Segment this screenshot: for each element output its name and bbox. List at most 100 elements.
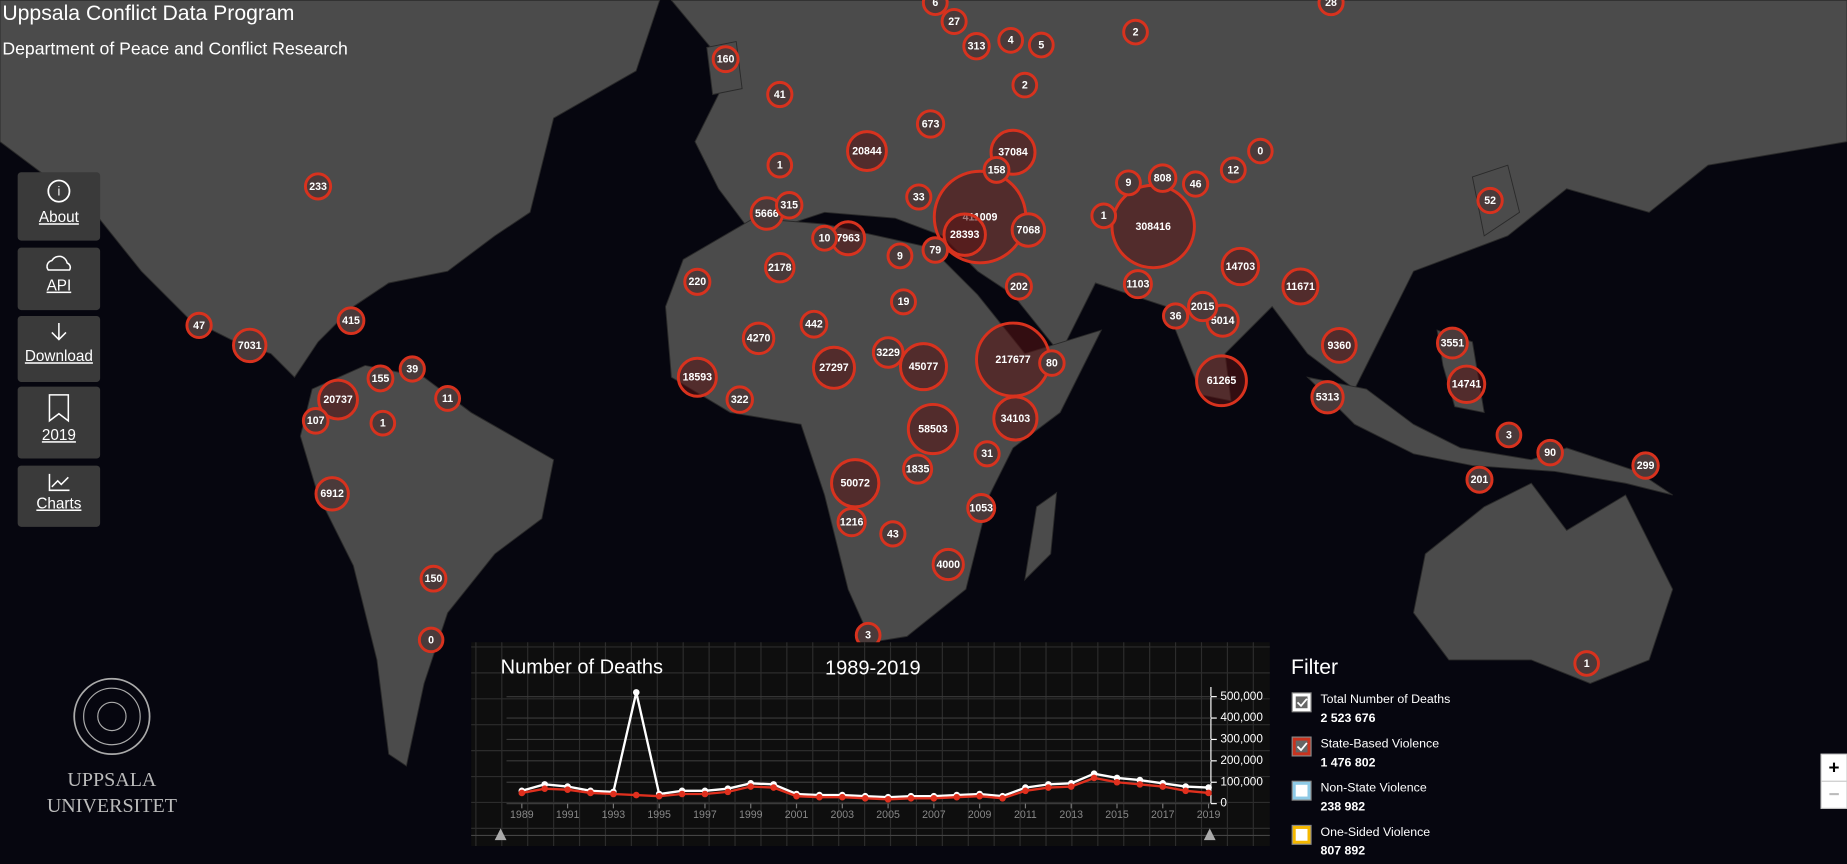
filter-label[interactable]: Total Number of Deaths (1320, 692, 1450, 706)
nav-label[interactable]: API (47, 278, 72, 295)
conflict-bubble[interactable] (879, 520, 907, 548)
conflict-bubble[interactable] (711, 45, 740, 74)
conflict-bubble[interactable] (962, 32, 991, 61)
conflict-bubble[interactable] (1281, 267, 1320, 306)
bubble-label: 220 (688, 276, 706, 288)
conflict-bubble[interactable] (1219, 156, 1247, 184)
conflict-bubble[interactable] (1147, 163, 1178, 193)
conflict-bubble[interactable] (931, 547, 965, 582)
conflict-bubble[interactable] (317, 378, 359, 421)
conflict-bubble[interactable] (434, 385, 462, 412)
conflict-bubble[interactable] (301, 407, 330, 435)
conflict-bubble[interactable] (997, 26, 1025, 54)
api-button[interactable]: API (17, 247, 101, 311)
conflict-bubble[interactable] (921, 236, 950, 264)
nav-label[interactable]: About (39, 209, 80, 226)
conflict-bubble[interactable] (1181, 170, 1210, 198)
filter-label[interactable]: State-Based Violence (1320, 736, 1439, 750)
conflict-bubble[interactable] (811, 224, 838, 252)
conflict-bubble[interactable] (1090, 202, 1118, 230)
conflict-bubble[interactable] (1122, 18, 1149, 46)
conflict-bubble[interactable] (369, 409, 397, 437)
conflict-bubble[interactable] (1536, 438, 1564, 467)
conflict-bubble[interactable] (973, 440, 1001, 468)
conflict-bubble[interactable] (799, 309, 829, 339)
conflict-bubble[interactable] (766, 80, 794, 109)
filter-label[interactable]: One-Sided Violence (1320, 825, 1430, 839)
conflict-bubble[interactable] (676, 356, 718, 398)
conflict-bubble[interactable] (905, 183, 933, 211)
conflict-bubble[interactable] (902, 453, 934, 485)
conflict-bubble[interactable] (766, 151, 794, 179)
conflict-bubble[interactable] (921, 0, 949, 17)
conflict-bubble[interactable] (398, 355, 426, 383)
conflict-bubble[interactable] (811, 345, 856, 390)
conflict-bubble[interactable] (915, 109, 946, 139)
conflict-bubble[interactable] (683, 267, 712, 296)
filter-label[interactable]: Non-State Violence (1320, 781, 1426, 795)
conflict-bubble[interactable] (1115, 169, 1142, 197)
conflict-bubble[interactable] (1010, 212, 1047, 248)
conflict-bubble[interactable] (366, 364, 395, 393)
range-handle[interactable] (1203, 828, 1216, 841)
conflict-bubble[interactable] (830, 458, 881, 509)
conflict-bubble[interactable] (1310, 380, 1345, 415)
range-handle[interactable] (494, 828, 507, 841)
conflict-bubble[interactable] (417, 626, 445, 654)
conflict-bubble[interactable] (1038, 349, 1066, 377)
conflict-bubble[interactable] (1495, 421, 1523, 449)
conflict-bubble[interactable] (889, 288, 917, 316)
conflict-bubble[interactable] (1320, 327, 1358, 364)
nav-label[interactable]: Download (25, 348, 93, 365)
conflict-bubble[interactable] (966, 493, 997, 523)
x-tick-label: 2017 (1151, 809, 1175, 821)
conflict-bubble[interactable] (1317, 0, 1345, 17)
conflict-bubble[interactable] (303, 172, 333, 201)
series-point (678, 790, 686, 798)
year-button[interactable]: 2019 (17, 386, 101, 459)
zoom-out[interactable]: − (1829, 783, 1840, 804)
conflict-bubble[interactable] (898, 342, 949, 392)
conflict-bubble[interactable] (1187, 290, 1219, 323)
conflict-bubble[interactable] (725, 385, 754, 414)
conflict-bubble[interactable] (1220, 246, 1261, 287)
conflict-bubble[interactable] (741, 321, 776, 356)
conflict-bubble[interactable] (1573, 650, 1600, 677)
conflict-bubble[interactable] (314, 476, 350, 512)
conflict-bubble[interactable] (1631, 451, 1660, 480)
conflict-bubble[interactable] (775, 191, 804, 220)
conflict-bubble[interactable] (1476, 186, 1504, 215)
conflict-bubble[interactable] (846, 130, 888, 172)
conflict-bubble[interactable] (1435, 326, 1469, 360)
conflict-bubble[interactable] (1162, 302, 1190, 330)
conflict-bubble[interactable] (1122, 269, 1153, 300)
nav-label[interactable]: Charts (36, 495, 81, 512)
conflict-bubble[interactable] (1195, 354, 1248, 408)
conflict-bubble[interactable] (942, 212, 987, 257)
conflict-bubble[interactable] (764, 251, 796, 284)
conflict-bubble[interactable] (336, 306, 366, 336)
conflict-bubble[interactable] (1446, 364, 1487, 404)
conflict-bubble[interactable] (992, 395, 1039, 442)
conflict-bubble[interactable] (886, 242, 914, 270)
conflict-bubble[interactable] (982, 155, 1011, 184)
conflict-bubble[interactable] (185, 311, 213, 340)
conflict-bubble[interactable] (232, 327, 268, 364)
app-title: Uppsala Conflict Data Program (2, 2, 294, 25)
conflict-bubble[interactable] (906, 402, 959, 456)
conflict-bubble[interactable] (871, 336, 905, 369)
conflict-bubble[interactable] (1465, 465, 1494, 494)
download-button[interactable]: Download (17, 315, 101, 382)
zoom-in[interactable]: + (1829, 756, 1840, 777)
x-tick-label: 2001 (785, 809, 809, 821)
conflict-bubble[interactable] (419, 564, 448, 593)
conflict-bubble[interactable] (940, 7, 968, 36)
conflict-bubble[interactable] (1004, 272, 1033, 301)
charts-button[interactable]: Charts (17, 465, 101, 527)
conflict-bubble[interactable] (1011, 71, 1039, 99)
conflict-bubble[interactable] (1247, 137, 1274, 165)
nav-label[interactable]: 2019 (42, 427, 76, 444)
conflict-bubble[interactable] (1027, 31, 1055, 59)
conflict-bubble[interactable] (836, 507, 867, 538)
about-button[interactable]: i About (17, 172, 101, 241)
